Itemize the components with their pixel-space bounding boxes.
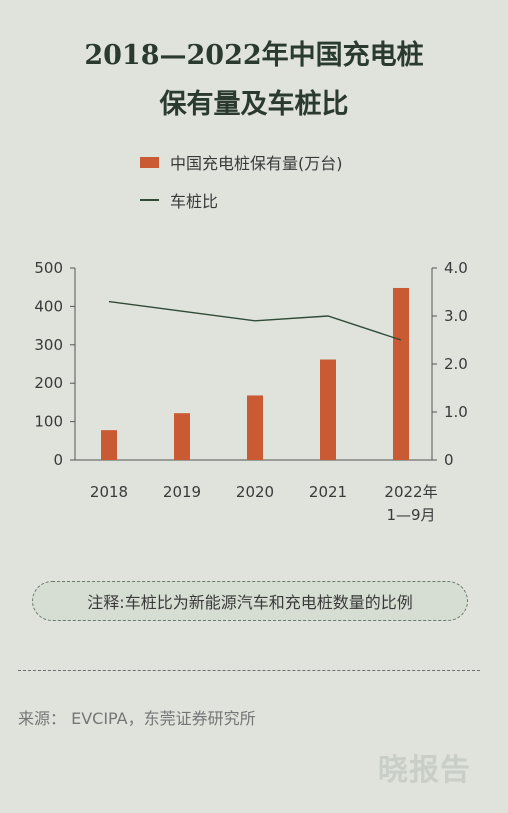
y-right-tick-label: 0	[444, 451, 454, 469]
chart-title-line1: 2018—2022年中国充电桩	[84, 40, 424, 71]
legend-bar-swatch	[140, 156, 159, 168]
y-left-tick-label: 200	[34, 374, 63, 392]
bar-2022年	[393, 287, 409, 460]
chart-title-line2: 保有量及车桩比	[159, 89, 349, 120]
y-right-tick-label: 1.0	[444, 403, 468, 421]
legend-item-line: 车桩比	[140, 189, 218, 211]
y-right-tick-label: 2.0	[444, 355, 468, 373]
series-line-ratio	[108, 300, 402, 341]
legend-line-label: 车桩比	[170, 192, 219, 211]
y-right-tick-label: 4.0	[444, 259, 468, 277]
x-tick-label: 2019	[163, 483, 201, 501]
bar-2020	[247, 395, 263, 460]
bar-2019	[174, 413, 190, 460]
legend-bar-label: 中国充电桩保有量(万台)	[170, 154, 343, 173]
x-tick-label: 1—9月	[386, 506, 435, 524]
y-left-tick-label: 400	[34, 297, 63, 315]
note-text: 注释:车桩比为新能源汽车和充电桩数量的比例	[87, 593, 413, 612]
note-box: 注释:车桩比为新能源汽车和充电桩数量的比例	[32, 581, 468, 621]
x-tick-label: 2018	[90, 483, 128, 501]
legend-line-swatch	[140, 199, 159, 201]
legend-item-bar: 中国充电桩保有量(万台)	[140, 151, 343, 173]
x-tick-label: 2021	[309, 483, 347, 501]
source-text: 来源： EVCIPA，东莞证券研究所	[18, 709, 256, 728]
y-left-tick-label: 500	[34, 259, 63, 277]
y-right-tick-label: 3.0	[444, 307, 468, 325]
divider-line	[18, 670, 480, 671]
chart-canvas: 0 100 200 300 400 500 0 1.0 2.0 3.0 4.0 2018 2019 202…	[34, 259, 468, 524]
bar-2018	[101, 430, 117, 460]
y-left-tick-label: 300	[34, 336, 63, 354]
x-tick-label: 2022年	[384, 483, 437, 501]
y-left-tick-label: 0	[53, 451, 63, 469]
watermark-logo: 晓报告	[378, 753, 471, 788]
bar-2021	[320, 359, 336, 460]
x-tick-label: 2020	[236, 483, 274, 501]
y-left-tick-label: 100	[34, 413, 63, 431]
